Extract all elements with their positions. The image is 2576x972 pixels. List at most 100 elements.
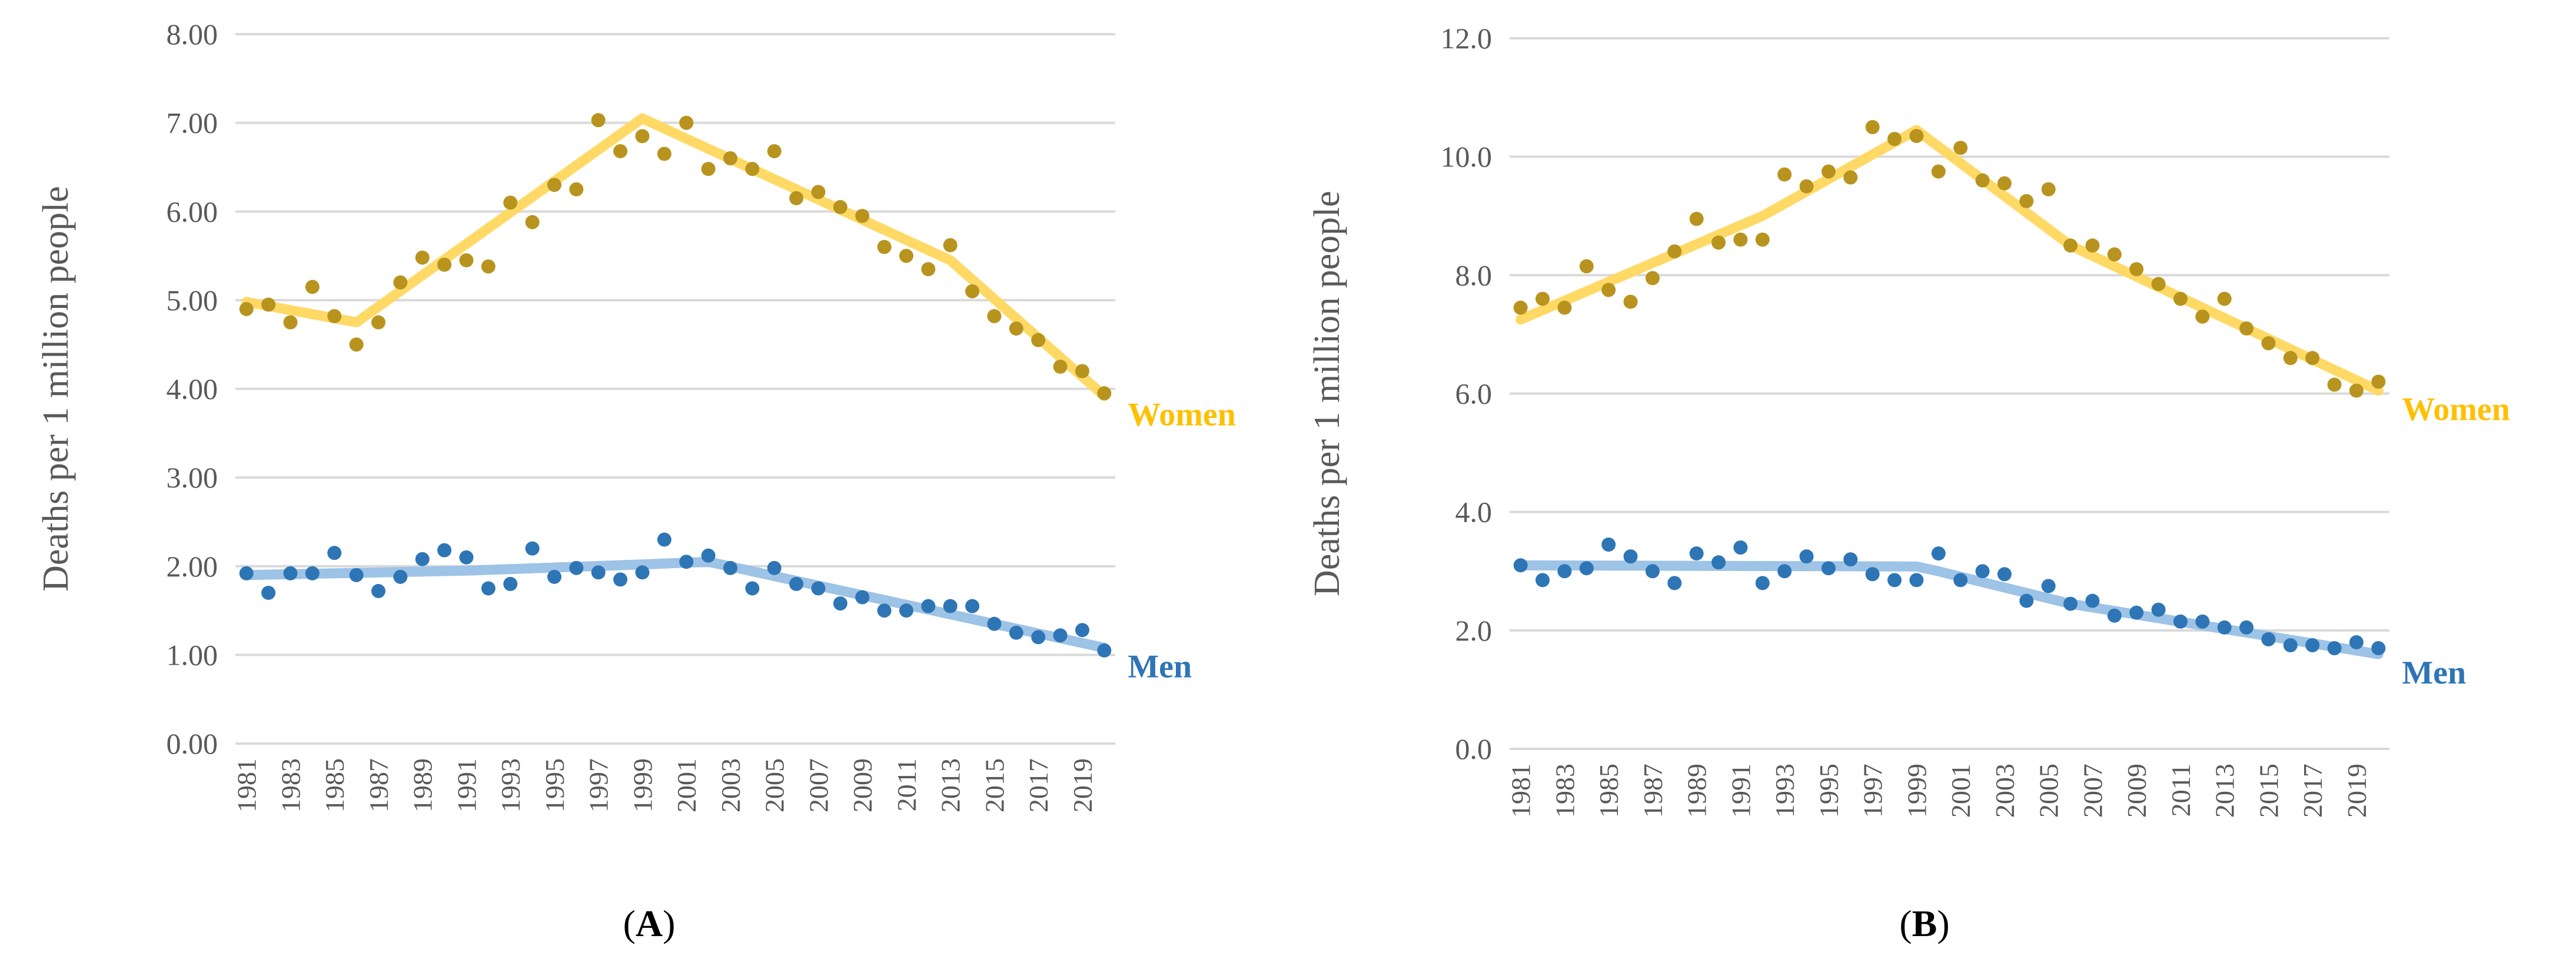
data-point-men	[899, 603, 913, 618]
data-point-women	[635, 129, 650, 144]
y-tick-label: 8.0	[1455, 258, 1493, 291]
x-tick-label: 2003	[716, 758, 746, 812]
data-point-men	[1075, 623, 1089, 638]
data-point-men	[2063, 596, 2078, 611]
data-point-women	[723, 151, 737, 165]
data-point-women	[1601, 283, 1616, 297]
chart-b: 0.0 2.0 4.0 6.0 8.0 10.0 12.0 Deaths per 1 mill…	[1307, 22, 2510, 944]
data-point-men	[1931, 546, 1946, 561]
x-tick-label: 1983	[275, 758, 305, 812]
data-point-women	[1865, 120, 1880, 134]
data-point-women	[1997, 176, 2012, 191]
x-tick-label: 1981	[232, 758, 262, 812]
data-point-women	[2173, 291, 2188, 306]
data-point-women	[1513, 300, 1528, 315]
data-point-men	[547, 569, 561, 584]
x-tick-label: 1999	[627, 758, 657, 812]
data-point-men	[2129, 605, 2144, 620]
series-label-men: Men	[1128, 648, 1192, 685]
data-point-women	[415, 250, 430, 265]
data-point-women	[1953, 141, 1968, 155]
data-point-men	[327, 546, 342, 560]
series-label-women: Women	[2402, 391, 2510, 427]
data-point-men	[1535, 573, 1550, 588]
data-point-men	[261, 585, 276, 600]
data-point-women	[2195, 309, 2210, 324]
data-point-women	[855, 208, 870, 223]
data-point-women	[1975, 173, 1990, 188]
data-point-men	[2261, 632, 2276, 646]
y-axis-label: Deaths per 1 million people	[36, 186, 76, 592]
data-point-men	[811, 581, 826, 596]
data-point-women	[305, 280, 320, 294]
x-tick-label: 2017	[2298, 764, 2328, 818]
data-point-women	[701, 161, 716, 176]
y-tick-label: 5.00	[167, 284, 218, 317]
data-point-women	[1755, 232, 1770, 247]
data-point-men	[1623, 549, 1638, 564]
data-point-men	[1975, 564, 1990, 579]
data-point-women	[459, 253, 474, 268]
data-point-women	[987, 308, 1002, 323]
y-tick-label: 0.00	[167, 727, 218, 760]
data-point-women	[2239, 321, 2254, 336]
x-tick-label: 1993	[1770, 764, 1800, 818]
series-label-women: Women	[1128, 397, 1236, 433]
data-point-men	[2195, 614, 2210, 629]
data-point-women	[503, 195, 518, 210]
data-point-women	[2151, 277, 2166, 291]
data-point-men	[1997, 567, 2012, 582]
y-tick-label: 8.00	[167, 18, 218, 51]
data-point-women	[2349, 383, 2364, 398]
data-point-men	[1097, 643, 1112, 658]
data-point-men	[701, 548, 716, 563]
data-point-men	[1009, 625, 1023, 640]
data-point-men	[1755, 576, 1770, 591]
data-point-men	[1909, 573, 1924, 588]
x-tick-label: 2011	[892, 758, 922, 811]
x-tick-label: 2001	[672, 758, 702, 812]
y-tick-label: 1.00	[167, 638, 218, 671]
y-tick-label: 2.00	[167, 550, 218, 583]
data-point-men	[525, 541, 540, 556]
x-tick-label: 1997	[1858, 764, 1888, 818]
data-point-men	[2019, 593, 2034, 608]
data-point-men	[723, 560, 737, 575]
data-point-men	[965, 599, 980, 613]
data-point-men	[1777, 564, 1792, 579]
data-point-women	[1667, 244, 1682, 259]
data-point-men	[591, 565, 606, 580]
data-point-men	[987, 616, 1002, 631]
x-tick-label: 2017	[1023, 758, 1053, 812]
data-point-women	[2327, 377, 2342, 392]
data-point-men	[349, 568, 364, 582]
data-point-men	[921, 599, 936, 613]
data-point-men	[2041, 579, 2056, 593]
x-tick-label: 2005	[760, 758, 790, 812]
x-tick-label: 1987	[1638, 764, 1668, 818]
chart-a: 0.00 1.00 2.00 3.00 4.00 5.00 6.00 7.00 8.00 Deat…	[36, 18, 1236, 944]
data-point-men	[2085, 593, 2100, 608]
data-point-men	[393, 569, 408, 584]
x-tick-label: 2011	[2166, 764, 2196, 817]
data-point-women	[1053, 359, 1068, 374]
y-axis-label: Deaths per 1 million people	[1307, 191, 1347, 596]
data-point-men	[2173, 614, 2188, 629]
data-point-women	[2041, 182, 2056, 197]
data-point-men	[1865, 567, 1880, 582]
data-point-men	[2283, 638, 2298, 652]
data-point-men	[943, 599, 958, 613]
data-point-women	[943, 238, 958, 253]
x-tick-label: 1997	[584, 758, 614, 812]
data-point-men	[2371, 641, 2386, 656]
data-point-men	[657, 532, 672, 547]
y-tick-label: 10.0	[1441, 140, 1493, 173]
data-point-women	[1535, 291, 1550, 306]
data-point-women	[1645, 271, 1660, 286]
x-tick-label: 1995	[1814, 764, 1844, 818]
x-tick-label: 1981	[1506, 764, 1536, 818]
data-point-women	[349, 337, 364, 352]
x-tick-label: 1995	[540, 758, 570, 812]
data-point-men	[855, 590, 870, 605]
data-point-women	[591, 113, 606, 128]
